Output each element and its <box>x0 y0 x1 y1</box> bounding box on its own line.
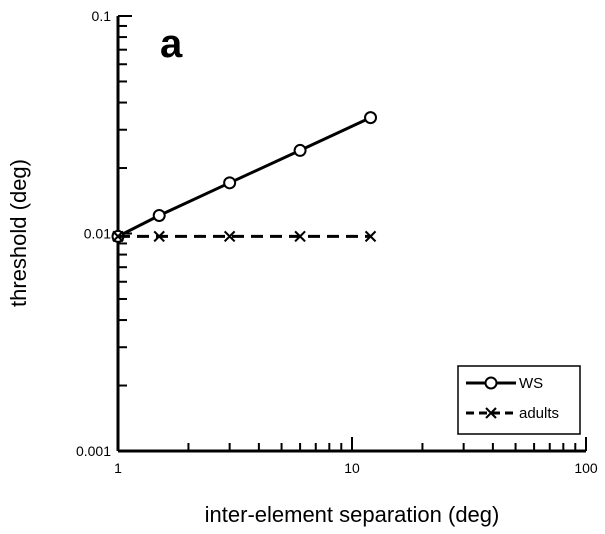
x-marker-stroke <box>153 230 165 243</box>
x-axis-title: inter-element separation (deg) <box>205 502 500 527</box>
data-point-x <box>294 230 306 243</box>
data-point-x <box>112 230 124 243</box>
y-tick-label: 0.1 <box>92 8 112 24</box>
y-axis-title: threshold (deg) <box>6 159 31 307</box>
x-marker-stroke <box>223 230 236 243</box>
panel-label: a <box>160 22 183 66</box>
legend-item-adults: adults <box>466 405 559 422</box>
y-tick-label: 0.01 <box>84 226 111 242</box>
legend: WS adults <box>457 365 581 435</box>
data-point-circle <box>223 176 237 190</box>
legend-label: WS <box>519 375 543 392</box>
data-point-x <box>364 230 377 243</box>
legend-box <box>457 365 581 435</box>
legend-label: adults <box>519 405 559 422</box>
y-tick-label: 0.001 <box>76 443 111 459</box>
data-point-x <box>153 230 165 243</box>
x-tick-label: 100 <box>574 460 598 476</box>
series-layer <box>111 111 378 243</box>
legend-marker <box>485 407 497 419</box>
x-marker-stroke <box>485 407 497 419</box>
data-point-circle <box>364 111 378 125</box>
data-point-x <box>223 230 236 243</box>
series-ws <box>111 111 378 243</box>
legend-item-ws: WS <box>466 375 543 392</box>
x-tick-label: 10 <box>344 460 360 476</box>
legend-marker <box>484 376 498 390</box>
series-adults <box>112 230 377 243</box>
data-point-circle <box>293 143 307 157</box>
x-marker-stroke <box>294 230 306 243</box>
x-tick-label: 1 <box>114 460 122 476</box>
x-marker-stroke <box>364 230 377 243</box>
x-marker-stroke <box>112 230 124 243</box>
data-point-circle <box>152 208 166 222</box>
tick-labels: 0.001 0.01 0.1 1 10 100 <box>76 8 598 476</box>
